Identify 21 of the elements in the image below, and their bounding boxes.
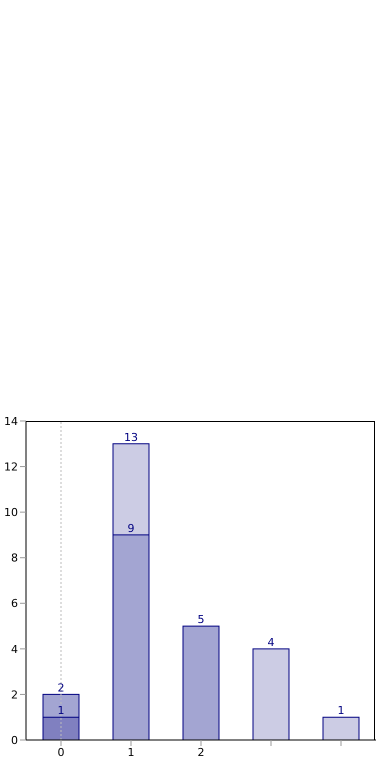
y-tick-label: 4 bbox=[11, 642, 18, 656]
bar bbox=[182, 626, 220, 740]
y-tick-label: 14 bbox=[4, 414, 18, 428]
data-label: 1 bbox=[58, 704, 64, 718]
y-tick-label: 0 bbox=[11, 734, 18, 747]
y-tick-label: 6 bbox=[11, 597, 18, 610]
data-label: 5 bbox=[198, 613, 204, 626]
y-tick-label: 8 bbox=[11, 552, 18, 565]
data-label: 13 bbox=[124, 430, 138, 444]
x-tick-label: 1 bbox=[128, 746, 134, 759]
data-label: 2 bbox=[58, 681, 64, 694]
bar bbox=[322, 716, 360, 740]
y-tick-label: 2 bbox=[11, 688, 18, 702]
bar bbox=[252, 648, 290, 740]
x-tick-label: 2 bbox=[198, 746, 204, 759]
data-label: 9 bbox=[128, 522, 134, 535]
data-label: 4 bbox=[268, 636, 274, 649]
y-tick-label: 12 bbox=[4, 460, 18, 474]
y-tick-label: 10 bbox=[4, 506, 18, 520]
x-tick-label: 0 bbox=[58, 746, 64, 759]
data-label: 1 bbox=[338, 704, 344, 718]
